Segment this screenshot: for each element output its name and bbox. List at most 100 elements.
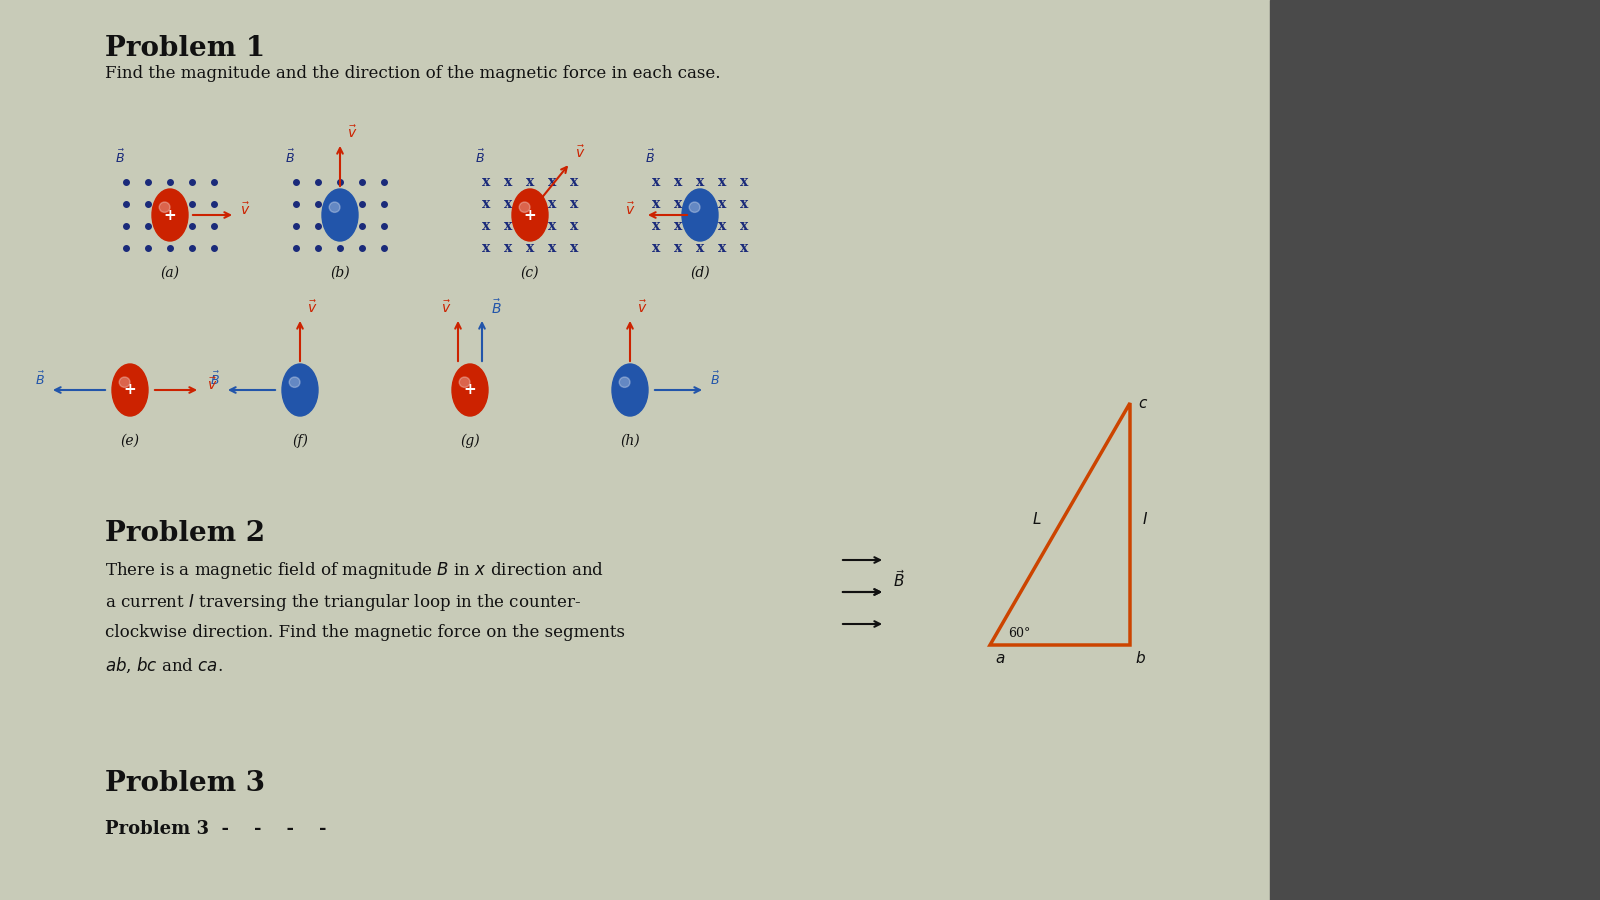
Text: $a$: $a$ bbox=[995, 652, 1005, 666]
Text: $\vec{v}$: $\vec{v}$ bbox=[626, 202, 635, 219]
Text: x: x bbox=[547, 197, 557, 211]
Text: $\vec{B}$: $\vec{B}$ bbox=[710, 371, 720, 388]
Text: $\vec{v}$: $\vec{v}$ bbox=[574, 145, 586, 161]
Text: (g): (g) bbox=[461, 434, 480, 448]
Text: x: x bbox=[570, 197, 578, 211]
Text: x: x bbox=[651, 219, 661, 233]
Text: $b$: $b$ bbox=[1134, 650, 1146, 666]
Ellipse shape bbox=[459, 374, 480, 406]
Text: x: x bbox=[718, 219, 726, 233]
Text: x: x bbox=[570, 241, 578, 255]
Text: x: x bbox=[739, 175, 749, 189]
Ellipse shape bbox=[518, 202, 530, 212]
Text: x: x bbox=[674, 175, 682, 189]
Text: x: x bbox=[674, 197, 682, 211]
Text: $\vec{v}$: $\vec{v}$ bbox=[307, 300, 317, 316]
Text: x: x bbox=[696, 197, 704, 211]
Text: $ab$, $bc$ and $ca$.: $ab$, $bc$ and $ca$. bbox=[106, 656, 222, 675]
Text: $L$: $L$ bbox=[1032, 511, 1042, 527]
Text: Find the magnitude and the direction of the magnetic force in each case.: Find the magnitude and the direction of … bbox=[106, 65, 720, 82]
Text: $\vec{B}$: $\vec{B}$ bbox=[645, 148, 654, 166]
Ellipse shape bbox=[619, 377, 630, 387]
Ellipse shape bbox=[290, 374, 310, 406]
Text: x: x bbox=[674, 241, 682, 255]
Text: x: x bbox=[482, 241, 490, 255]
Text: x: x bbox=[651, 241, 661, 255]
Text: x: x bbox=[570, 175, 578, 189]
Text: x: x bbox=[718, 197, 726, 211]
Text: $\vec{B}$: $\vec{B}$ bbox=[285, 148, 294, 166]
Text: x: x bbox=[526, 197, 534, 211]
Text: +: + bbox=[464, 382, 477, 398]
Text: x: x bbox=[504, 219, 512, 233]
Text: x: x bbox=[504, 197, 512, 211]
Ellipse shape bbox=[158, 202, 170, 212]
Text: x: x bbox=[570, 219, 578, 233]
Text: $c$: $c$ bbox=[1138, 397, 1149, 411]
Text: (d): (d) bbox=[690, 266, 710, 280]
Text: $\vec{v}$: $\vec{v}$ bbox=[206, 377, 218, 393]
Text: Problem 1: Problem 1 bbox=[106, 35, 266, 62]
Text: x: x bbox=[482, 219, 490, 233]
Ellipse shape bbox=[118, 374, 141, 406]
Text: $\vec{v}$: $\vec{v}$ bbox=[637, 300, 646, 316]
Ellipse shape bbox=[330, 200, 350, 230]
Text: clockwise direction. Find the magnetic force on the segments: clockwise direction. Find the magnetic f… bbox=[106, 624, 626, 641]
Text: x: x bbox=[696, 241, 704, 255]
Text: x: x bbox=[526, 175, 534, 189]
Text: $\vec{B}$: $\vec{B}$ bbox=[491, 299, 501, 318]
Ellipse shape bbox=[682, 189, 718, 241]
Ellipse shape bbox=[611, 364, 648, 416]
Text: 60°: 60° bbox=[1008, 627, 1030, 640]
Text: x: x bbox=[504, 241, 512, 255]
Text: There is a magnetic field of magnitude $B$ in $x$ direction and: There is a magnetic field of magnitude $… bbox=[106, 560, 603, 581]
Ellipse shape bbox=[453, 364, 488, 416]
Text: +: + bbox=[523, 208, 536, 222]
Ellipse shape bbox=[690, 202, 701, 212]
Ellipse shape bbox=[518, 200, 541, 230]
Ellipse shape bbox=[158, 200, 181, 230]
Text: $\vec{B}$: $\vec{B}$ bbox=[475, 148, 485, 166]
Ellipse shape bbox=[619, 374, 640, 406]
Ellipse shape bbox=[690, 200, 710, 230]
Text: Problem 3  -    -    -    -: Problem 3 - - - - bbox=[106, 820, 339, 838]
Text: (e): (e) bbox=[120, 434, 139, 448]
Text: x: x bbox=[651, 175, 661, 189]
Text: $\vec{B}$: $\vec{B}$ bbox=[115, 148, 125, 166]
Text: x: x bbox=[674, 219, 682, 233]
Text: x: x bbox=[482, 197, 490, 211]
Ellipse shape bbox=[459, 377, 470, 387]
Text: x: x bbox=[482, 175, 490, 189]
Text: Problem 3: Problem 3 bbox=[106, 770, 266, 797]
Text: x: x bbox=[718, 175, 726, 189]
Ellipse shape bbox=[322, 189, 358, 241]
Text: x: x bbox=[526, 241, 534, 255]
Text: +: + bbox=[123, 382, 136, 398]
Text: (f): (f) bbox=[293, 434, 307, 448]
Text: x: x bbox=[526, 219, 534, 233]
Text: $\vec{v}$: $\vec{v}$ bbox=[240, 202, 250, 219]
Text: $I$: $I$ bbox=[1142, 511, 1149, 527]
Text: x: x bbox=[718, 241, 726, 255]
Ellipse shape bbox=[282, 364, 318, 416]
Text: x: x bbox=[696, 175, 704, 189]
Text: $\vec{B}$: $\vec{B}$ bbox=[210, 371, 219, 388]
Text: x: x bbox=[739, 241, 749, 255]
Text: x: x bbox=[651, 197, 661, 211]
Ellipse shape bbox=[330, 202, 339, 212]
Text: (b): (b) bbox=[330, 266, 350, 280]
Ellipse shape bbox=[290, 377, 301, 387]
Text: Problem 2: Problem 2 bbox=[106, 520, 266, 547]
Text: (c): (c) bbox=[520, 266, 539, 280]
Text: $\vec{B}$: $\vec{B}$ bbox=[35, 371, 45, 388]
Text: x: x bbox=[739, 219, 749, 233]
Text: a current $I$ traversing the triangular loop in the counter-: a current $I$ traversing the triangular … bbox=[106, 592, 581, 613]
Text: x: x bbox=[547, 175, 557, 189]
Text: $\vec{v}$: $\vec{v}$ bbox=[442, 300, 451, 316]
Text: x: x bbox=[739, 197, 749, 211]
Text: $\vec{B}$: $\vec{B}$ bbox=[893, 569, 906, 590]
Text: +: + bbox=[163, 208, 176, 222]
Text: x: x bbox=[504, 175, 512, 189]
Text: $\vec{v}$: $\vec{v}$ bbox=[347, 125, 357, 141]
Text: x: x bbox=[696, 219, 704, 233]
